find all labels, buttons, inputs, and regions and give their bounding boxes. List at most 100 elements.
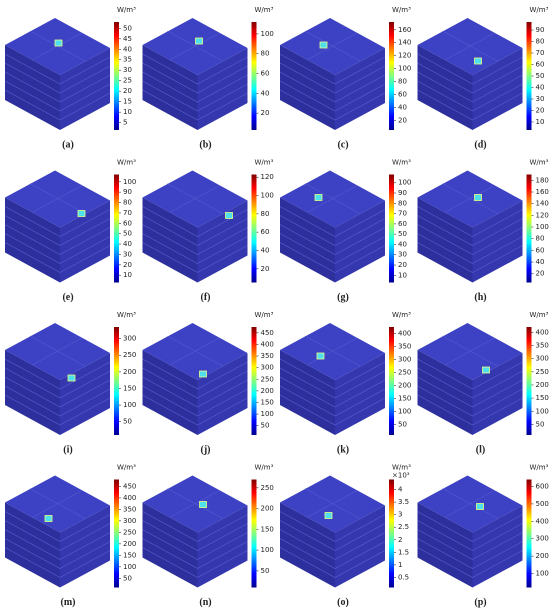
colorbar-tick-label: 20: [261, 265, 270, 273]
colorbar-tick-label: 350: [123, 505, 136, 513]
colorbar-tick-label: 400: [536, 328, 549, 336]
layer-line: [279, 80, 386, 112]
cube-left: [417, 502, 473, 588]
colorbar-tick-label: 60: [261, 70, 270, 78]
colorbar-tick-label: 3.5: [398, 498, 409, 506]
layer-line: [4, 511, 111, 542]
colorbar-tick-label: 200: [536, 552, 549, 560]
grid-line: [306, 337, 358, 366]
layer-line: [4, 71, 111, 103]
hot-spot: [54, 39, 63, 47]
panel: W/m³ 10 20 30 40 50 60 70 80 90 100 (e): [4, 159, 136, 303]
colorbar-tick-label: 600: [536, 482, 549, 490]
layer-line: [142, 71, 248, 103]
colorbar-unit: W/m³: [117, 6, 136, 14]
colorbar-tick-label: 40: [536, 83, 545, 91]
layer-line: [4, 80, 111, 112]
grid-line: [31, 32, 83, 61]
colorbar-tick-label: 90: [398, 189, 407, 197]
panel-label: (l): [476, 444, 485, 455]
layer-line: [417, 224, 523, 255]
panel-label: (h): [474, 292, 486, 303]
colorbar-tick-label: 20: [398, 261, 407, 269]
layer-line: [142, 224, 248, 255]
layer-line: [4, 62, 111, 94]
colorbar: [389, 327, 394, 435]
colorbar-unit: W/m³: [392, 159, 411, 167]
cube-right: [335, 48, 385, 130]
layer-line: [417, 206, 523, 237]
cube-left: [142, 350, 198, 435]
cube-left: [280, 197, 335, 283]
colorbar-tick-label: 20: [536, 270, 545, 278]
cube-left: [142, 502, 198, 588]
layer-line: [142, 215, 248, 246]
panel-label: (p): [474, 597, 486, 608]
colorbar-tick-label: 40: [398, 103, 407, 111]
colorbar-tick-label: 70: [398, 210, 407, 218]
layer-line: [417, 511, 523, 542]
colorbar-tick-label: 200: [261, 505, 274, 513]
colorbar-tick-label: 40: [536, 258, 545, 266]
colorbar-tick-label: 200: [261, 387, 274, 395]
colorbar-tick-label: 25: [123, 77, 132, 85]
colorbar-tick-label: 250: [261, 484, 274, 492]
cube-left: [5, 197, 60, 283]
cube-right: [472, 353, 523, 435]
grid-line: [306, 32, 358, 61]
colorbar-tick-label: 40: [261, 89, 270, 97]
grid-line: [169, 490, 220, 518]
colorbar-tick-label: 20: [398, 116, 407, 124]
layer-line: [279, 71, 386, 103]
panel: W/m³ 50 100 150 200 250 300 350 400 (k): [279, 311, 411, 455]
colorbar-unit: W/m³: [392, 464, 411, 472]
colorbar-tick-label: 50: [123, 418, 132, 426]
colorbar-tick-label: 200: [123, 540, 136, 548]
layer-line: [417, 520, 523, 551]
colorbar-tick-label: 350: [536, 341, 549, 349]
colorbar-tick-label: 120: [398, 52, 411, 60]
cube-right: [335, 200, 385, 283]
colorbar: [389, 174, 394, 283]
colorbar-tick-label: 5: [123, 119, 127, 127]
hot-spot: [314, 194, 323, 201]
panel: W/m³ 5 10 15 20 25 30 35 40 45 50 (a): [4, 6, 136, 150]
cube-left: [142, 45, 198, 130]
colorbar-tick-label: 1.5: [398, 548, 409, 556]
layer-line: [279, 547, 386, 578]
layer-line: [417, 89, 523, 121]
colorbar-tick-label: 200: [398, 382, 411, 390]
layer-line: [279, 242, 386, 273]
layer-line: [417, 376, 523, 408]
grid-line: [444, 32, 495, 61]
cube-right: [60, 200, 110, 283]
colorbar: [114, 22, 119, 130]
grid-line: [444, 337, 495, 366]
colorbar-tick-label: 80: [536, 235, 545, 243]
grid-line: [169, 32, 220, 61]
layer-line: [142, 538, 248, 569]
layer-line: [4, 385, 111, 417]
layer-line: [279, 511, 386, 542]
panel: W/m³×10³ 0.5 1 1.5 2 2.5 3 3.5 4 (o): [279, 464, 411, 608]
colorbar-tick-label: 300: [536, 535, 549, 543]
colorbar-tick-label: 150: [398, 395, 411, 403]
layer-line: [142, 53, 248, 85]
colorbar-tick-label: 100: [261, 30, 274, 38]
panel: W/m³ 10 20 30 40 50 60 70 80 90 100 (g): [279, 159, 411, 303]
cube-left: [417, 197, 473, 283]
colorbar-tick-label: 250: [398, 369, 411, 377]
colorbar-tick-label: 70: [536, 49, 545, 57]
cube-right: [335, 353, 385, 435]
colorbar-unit: W/m³: [530, 464, 549, 472]
colorbar-unit: W/m³: [392, 311, 411, 319]
colorbar-unit: W/m³: [530, 159, 549, 167]
colorbar: [251, 479, 257, 588]
panel: W/m³ 50 100 150 200 250 300 (i): [4, 311, 136, 455]
colorbar-tick-label: 450: [123, 482, 136, 490]
layer-line: [417, 394, 523, 426]
layer-line: [417, 233, 523, 264]
colorbar-tick-label: 100: [123, 563, 136, 571]
colorbar: [251, 22, 257, 130]
colorbar-tick-label: 50: [261, 567, 270, 575]
